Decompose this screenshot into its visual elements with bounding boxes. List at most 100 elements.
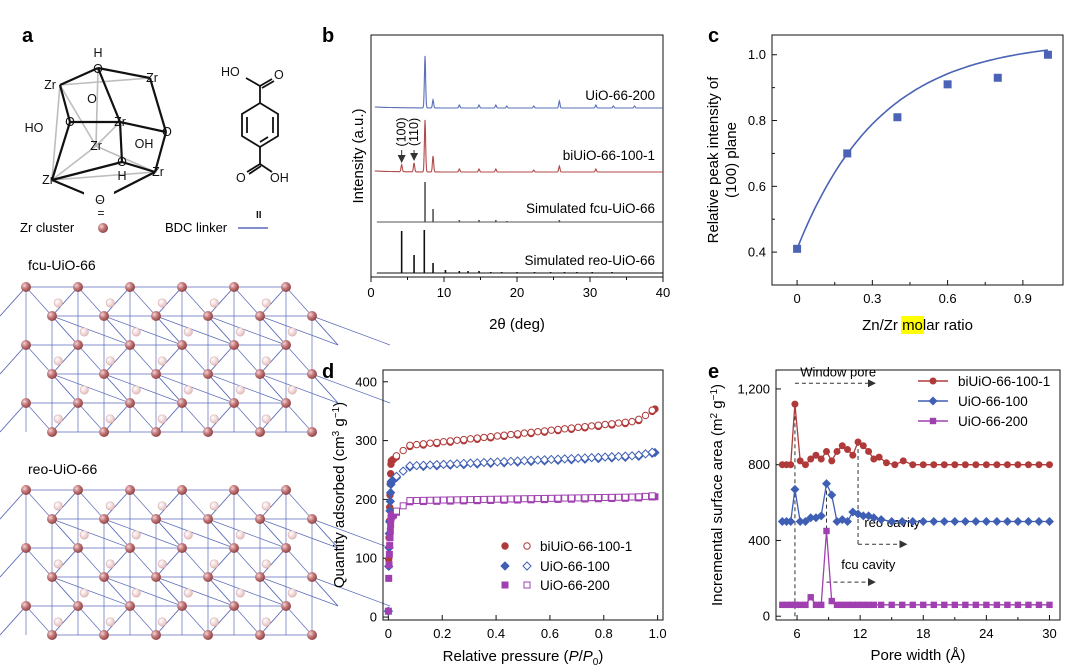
- zr-node-interior: [157, 617, 167, 627]
- lattice-bond: [77, 402, 105, 433]
- y-label-part: g: [331, 418, 348, 431]
- fcu-cavity-label: fcu cavity: [841, 557, 896, 572]
- zr-node: [307, 427, 317, 437]
- isotherm-point: [527, 428, 535, 437]
- lattice-bond: [207, 605, 235, 636]
- x-label-part: Zn/Zr: [862, 317, 902, 334]
- x-tick-label: 0.2: [433, 626, 451, 641]
- pore-point: [858, 511, 868, 521]
- zr-node-interior: [53, 414, 63, 424]
- lattice-bond: [207, 518, 235, 549]
- isotherm-point: [642, 492, 649, 500]
- pore-point: [971, 517, 981, 527]
- pore-point: [801, 461, 809, 469]
- pore-point: [960, 517, 970, 527]
- isotherm-point: [641, 411, 650, 420]
- xrd-pattern-line: [374, 55, 663, 109]
- zr-node-interior: [53, 617, 63, 627]
- zr-node-interior: [79, 588, 89, 598]
- isotherm-point: [385, 574, 393, 582]
- pore-point: [870, 601, 878, 609]
- xrd-series-label: Simulated fcu-UiO-66: [526, 201, 655, 216]
- isotherm-point: [501, 542, 509, 550]
- isotherm-point: [620, 451, 631, 461]
- lattice-bond: [155, 315, 235, 346]
- isotherm-point: [473, 434, 481, 442]
- pore-point: [929, 417, 937, 425]
- lattice-bond: [51, 373, 131, 404]
- zr-node: [73, 398, 83, 408]
- pore-point: [1002, 517, 1012, 527]
- isotherm-point: [392, 452, 401, 460]
- zr-node-interior: [105, 298, 115, 308]
- lattice-bond: [129, 489, 157, 520]
- x-tick-label: 0.8: [595, 626, 613, 641]
- zr-node: [281, 543, 291, 553]
- lattice-bond: [51, 286, 79, 317]
- lattice-bond: [25, 547, 53, 578]
- pore-point: [844, 446, 852, 454]
- isotherm-point: [540, 427, 549, 435]
- isotherm-point: [419, 496, 427, 504]
- isotherm-point: [399, 502, 407, 510]
- lattice-bond: [233, 344, 261, 375]
- isotherm-point: [480, 495, 488, 503]
- zr-node-interior: [261, 559, 271, 569]
- zr-node: [177, 340, 187, 350]
- pore-point: [816, 511, 826, 521]
- pore-point: [870, 455, 878, 463]
- zr-node-interior: [53, 501, 63, 511]
- cluster-zr-6: Zr: [152, 165, 164, 179]
- pore-point: [795, 517, 805, 527]
- lattice-bond: [155, 373, 235, 404]
- pore-point: [802, 601, 809, 609]
- cluster-zr-3: Zr: [114, 115, 126, 129]
- lattice-bond: [311, 518, 339, 549]
- cluster-zr-4: Zr: [90, 139, 102, 153]
- isotherm-point: [534, 495, 542, 503]
- zr-node: [229, 485, 239, 495]
- pore-series-line: [782, 530, 1050, 606]
- pore-point: [787, 461, 795, 469]
- zr-node: [125, 601, 135, 611]
- isotherm-point: [432, 459, 442, 470]
- isotherm-point: [473, 496, 481, 504]
- zr-node-interior: [209, 298, 219, 308]
- cluster-h-bottom: H: [117, 169, 126, 183]
- isotherm-point: [479, 457, 489, 468]
- lattice-bond: [233, 402, 261, 433]
- lattice-bond: [103, 605, 131, 636]
- lattice-bond: [155, 373, 183, 404]
- panel-label-e: e: [708, 361, 719, 383]
- pore-point: [812, 601, 820, 609]
- y-label-part: −1: [331, 406, 342, 418]
- isotherm-point: [440, 496, 448, 504]
- pore-point: [1003, 461, 1011, 469]
- y-label-part: −1: [709, 389, 720, 401]
- isotherm-point: [446, 496, 454, 504]
- pore-point: [1014, 461, 1022, 469]
- zr-node: [281, 398, 291, 408]
- lattice-bond: [103, 344, 131, 375]
- zr-node: [229, 282, 239, 292]
- lattice-bond: [0, 605, 27, 636]
- pore-point: [909, 461, 917, 469]
- isotherm-point: [438, 459, 449, 470]
- isotherm-point: [512, 456, 523, 466]
- x-axis-label: Relative pressure (P/P0): [443, 648, 604, 668]
- lattice-bond: [259, 576, 339, 607]
- lattice-bond: [129, 547, 157, 578]
- zr-node-interior: [53, 298, 63, 308]
- y-tick-label: 400: [748, 533, 770, 548]
- pore-point: [891, 461, 899, 469]
- pore-point: [929, 517, 939, 527]
- isotherm-point: [492, 457, 503, 467]
- zr-node-interior: [287, 385, 297, 395]
- zr-node: [307, 369, 317, 379]
- lattice-bond: [51, 315, 79, 346]
- y-tick-label: 0.8: [748, 113, 766, 128]
- data-point: [843, 149, 852, 158]
- pore-point: [812, 451, 820, 459]
- isotherm-point: [539, 455, 550, 465]
- zr-node-interior: [183, 530, 193, 540]
